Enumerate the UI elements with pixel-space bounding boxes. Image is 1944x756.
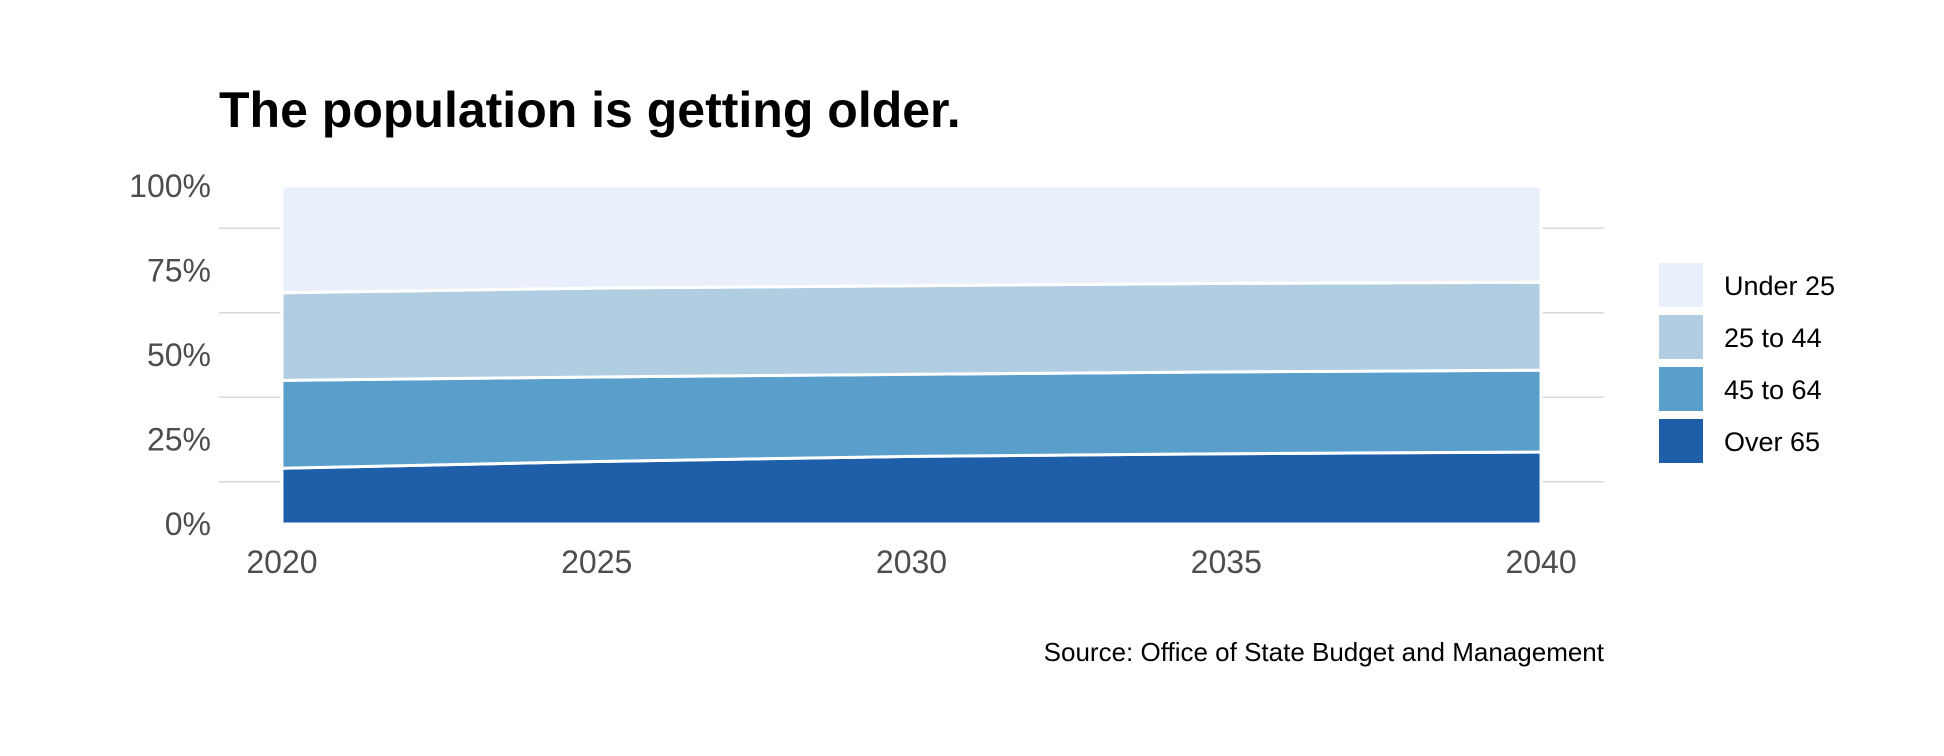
- plot-areas: [280, 184, 1543, 526]
- y-tick-label: 0%: [165, 506, 211, 542]
- legend-label: Under 25: [1724, 271, 1835, 301]
- legend-swatch: [1659, 263, 1703, 307]
- legend-swatch: [1659, 315, 1703, 359]
- x-tick-label: 2035: [1191, 544, 1262, 580]
- x-tick-label: 2020: [246, 544, 317, 580]
- legend: Under 25 25 to 44 45 to 64 Over 65: [1659, 263, 1835, 463]
- y-tick-label: 25%: [147, 422, 211, 458]
- legend-label: 45 to 64: [1724, 375, 1822, 405]
- legend-label: 25 to 44: [1724, 323, 1822, 353]
- area-under-25: [280, 184, 1543, 295]
- y-tick-label: 50%: [147, 337, 211, 373]
- x-tick-label: 2025: [561, 544, 632, 580]
- legend-swatch: [1659, 419, 1703, 463]
- legend-label: Over 65: [1724, 427, 1820, 457]
- area-45-to-64: [280, 368, 1543, 470]
- area-25-to-44: [280, 280, 1543, 382]
- x-tick-label: 2030: [876, 544, 947, 580]
- legend-swatch: [1659, 367, 1703, 411]
- x-tick-label: 2040: [1505, 544, 1576, 580]
- y-tick-label: 75%: [147, 253, 211, 289]
- chart-title: The population is getting older.: [219, 82, 961, 138]
- source-caption: Source: Office of State Budget and Manag…: [1044, 637, 1605, 667]
- x-axis-ticks: 2020 2025 2030 2035 2040: [246, 544, 1576, 580]
- y-axis-ticks: 0% 25% 50% 75% 100%: [129, 168, 211, 542]
- y-tick-label: 100%: [129, 168, 211, 204]
